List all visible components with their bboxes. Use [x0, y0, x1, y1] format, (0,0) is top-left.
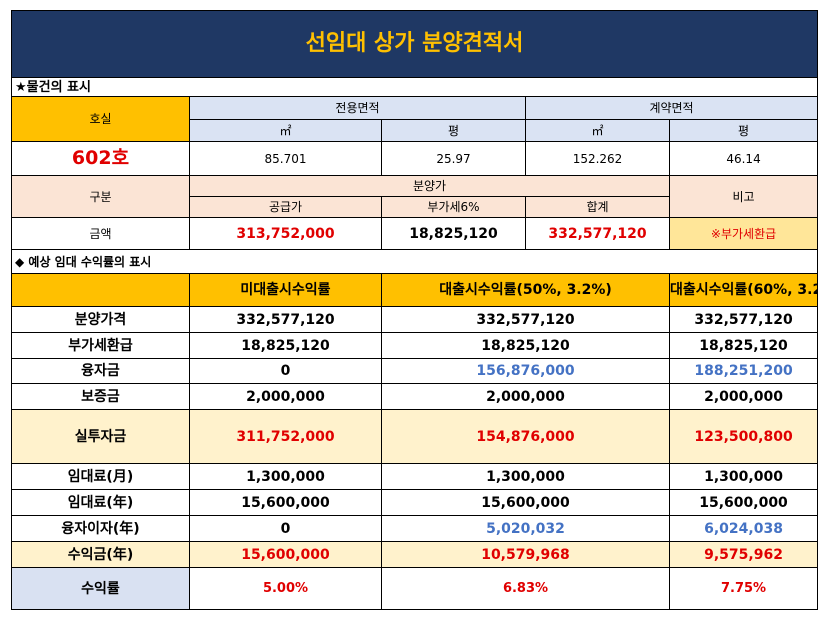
returns-header-corner — [11, 273, 190, 307]
row-label-annual-profit: 수익금(年) — [11, 541, 190, 568]
yield-loan-60: 7.75% — [668, 567, 819, 610]
note-value: ※부가세환급 — [668, 217, 819, 250]
sale-price-loan-50: 332,577,120 — [381, 306, 670, 333]
loan-loan-60: 188,251,200 — [668, 358, 819, 384]
exclusive-pyeong-value: 25.97 — [381, 141, 526, 176]
monthly-rent-no-loan: 1,300,000 — [189, 463, 382, 490]
monthly-rent-loan-60: 1,300,000 — [668, 463, 819, 490]
note-header: 비고 — [668, 175, 819, 218]
room-number: 602호 — [11, 141, 190, 176]
sale-price-no-loan: 332,577,120 — [189, 306, 382, 333]
vat-refund-loan-50: 18,825,120 — [381, 332, 670, 359]
loan-no-loan: 0 — [189, 358, 382, 384]
column-header-loan-50: 대출시수익률(50%, 3.2%) — [381, 273, 670, 307]
total-header: 합계 — [525, 196, 670, 218]
deposit-no-loan: 2,000,000 — [189, 383, 382, 410]
annual-rent-loan-60: 15,600,000 — [668, 489, 819, 516]
loan-interest-loan-60: 6,024,038 — [668, 515, 819, 542]
property-section-label: ★물건의 표시 — [10, 77, 819, 97]
yield-loan-50: 6.83% — [381, 567, 670, 610]
sale-price-header: 분양가 — [189, 175, 670, 197]
vat-value: 18,825,120 — [381, 217, 526, 250]
sale-price-loan-60: 332,577,120 — [668, 306, 819, 333]
row-label-annual-rent: 임대료(年) — [11, 489, 190, 516]
column-header-loan-60: 대출시수익률(60%, 3.2%) — [668, 273, 819, 307]
actual-investment-loan-50: 154,876,000 — [381, 409, 670, 464]
row-label-deposit: 보증금 — [11, 383, 190, 410]
category-header: 구분 — [11, 175, 190, 218]
annual-rent-loan-50: 15,600,000 — [381, 489, 670, 516]
row-label-loan-interest: 융자이자(年) — [11, 515, 190, 542]
contract-m2-value: 152.262 — [525, 141, 670, 176]
contract-area-header: 계약면적 — [524, 96, 819, 120]
annual-profit-loan-50: 10,579,968 — [381, 541, 670, 568]
loan-loan-50: 156,876,000 — [381, 358, 670, 384]
supply-header: 공급가 — [189, 196, 382, 218]
vat-refund-loan-60: 18,825,120 — [668, 332, 819, 359]
total-value: 332,577,120 — [525, 217, 670, 250]
contract-pyeong-value: 46.14 — [668, 141, 819, 176]
row-label-loan: 융자금 — [11, 358, 190, 384]
vat-refund-no-loan: 18,825,120 — [189, 332, 382, 359]
exclusive-m2-unit: ㎡ — [189, 119, 382, 142]
column-header-no-loan: 미대출시수익률 — [189, 273, 382, 307]
deposit-loan-60: 2,000,000 — [668, 383, 819, 410]
exclusive-area-header: 전용면적 — [189, 96, 526, 120]
room-header: 호실 — [11, 96, 190, 142]
loan-interest-no-loan: 0 — [189, 515, 382, 542]
loan-interest-loan-50: 5,020,032 — [381, 515, 670, 542]
actual-investment-loan-60: 123,500,800 — [668, 409, 819, 464]
row-label-actual-investment: 실투자금 — [11, 409, 190, 464]
estimate-sheet: 선임대 상가 분양견적서 ★물건의 표시 호실 전용면적 계약면적 ㎡ 평 ㎡ … — [10, 10, 819, 610]
exclusive-m2-value: 85.701 — [189, 141, 382, 176]
annual-profit-loan-60: 9,575,962 — [668, 541, 819, 568]
supply-value: 313,752,000 — [189, 217, 382, 250]
returns-section-label: ◆ 예상 임대 수익률의 표시 — [10, 249, 819, 274]
row-label-sale-price: 분양가격 — [11, 306, 190, 333]
contract-pyeong-unit: 평 — [668, 119, 819, 142]
amount-label: 금액 — [11, 217, 190, 250]
sheet-title: 선임대 상가 분양견적서 — [10, 10, 819, 78]
annual-profit-no-loan: 15,600,000 — [189, 541, 382, 568]
annual-rent-no-loan: 15,600,000 — [189, 489, 382, 516]
deposit-loan-50: 2,000,000 — [381, 383, 670, 410]
row-label-yield: 수익률 — [11, 567, 190, 610]
contract-m2-unit: ㎡ — [525, 119, 670, 142]
row-label-monthly-rent: 임대료(月) — [11, 463, 190, 490]
vat-header: 부가세6% — [381, 196, 526, 218]
yield-no-loan: 5.00% — [189, 567, 382, 610]
exclusive-pyeong-unit: 평 — [381, 119, 526, 142]
actual-investment-no-loan: 311,752,000 — [189, 409, 382, 464]
monthly-rent-loan-50: 1,300,000 — [381, 463, 670, 490]
row-label-vat-refund: 부가세환급 — [11, 332, 190, 359]
